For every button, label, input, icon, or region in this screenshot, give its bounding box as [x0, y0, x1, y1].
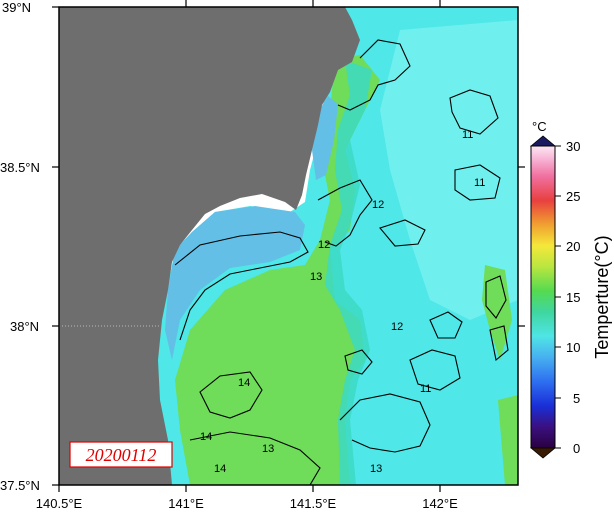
colorbar-tick-label: 30 [566, 139, 580, 154]
colorbar-title: Temperture(°C) [592, 235, 612, 358]
colorbar-bottom-arrow [529, 447, 557, 459]
date-stamp-text: 20200112 [86, 445, 157, 465]
lat-label-38-5n: 38.5°N [0, 160, 40, 175]
contour-label: 13 [262, 443, 274, 455]
lon-label-140-5e: 140.5°E [36, 496, 83, 511]
contour-13-south [339, 393, 431, 453]
sea-green-east [482, 265, 512, 360]
colorbar-unit: °C [532, 119, 547, 134]
contour-label-group: 11 12 12 13 11 12 13 14 14 14 13 11 [200, 129, 485, 475]
colorbar-tick-label: 25 [566, 189, 580, 204]
colorbar-gradient [530, 145, 556, 449]
contour-11-north [337, 39, 411, 111]
contour-12-center [379, 219, 426, 247]
land-mass [59, 7, 360, 485]
date-stamp: 20200112 [69, 441, 173, 468]
contour-label: 12 [372, 199, 384, 211]
colorbar-ticks [555, 145, 561, 449]
lon-label-141-5e: 141.5°E [290, 496, 337, 511]
contour-label: 14 [214, 463, 226, 475]
contour-13-coast [174, 231, 309, 341]
contour-11-southeast [409, 349, 461, 391]
colorbar: °C 30 25 20 15 10 5 0 Temperture(°C) [529, 119, 612, 459]
sea-green-southeast [498, 395, 518, 485]
colorbar-tick-label: 0 [573, 441, 580, 456]
map-panel: 11 12 12 13 11 12 13 14 14 14 13 11 [59, 7, 518, 485]
contour-label: 13 [310, 271, 322, 283]
contour-label: 11 [474, 177, 485, 189]
colorbar-tick-label: 10 [566, 340, 580, 355]
map-frame [58, 6, 519, 486]
contour-label: 12 [391, 321, 403, 333]
colorbar-tick-label: 20 [566, 239, 580, 254]
contour-11-ne [449, 89, 499, 135]
contour-12-right [429, 311, 463, 339]
contour-12-mid [317, 179, 373, 247]
contour-13-southcoast [189, 431, 321, 485]
colorbar-tick-label: 15 [566, 290, 580, 305]
contour-12-east [454, 164, 501, 201]
lon-label-141e: 141°E [168, 496, 204, 511]
contour-ring-small [344, 349, 373, 375]
contour-lines [174, 39, 509, 485]
contour-east-rings-2 [489, 325, 509, 362]
contour-label: 14 [238, 377, 250, 389]
date-stamp-box [69, 441, 173, 468]
contour-label: 11 [420, 383, 431, 395]
lat-label-38n: 38°N [10, 319, 39, 334]
contour-label: 13 [370, 463, 382, 475]
lat-label-39n: 39°N [2, 0, 31, 15]
contour-east-rings [485, 275, 507, 319]
sea-teal-region [325, 60, 372, 485]
sea-light-cyan-region [380, 20, 518, 320]
axis-ticks [52, 0, 525, 492]
colorbar-tick-label: 5 [573, 391, 580, 406]
colorbar-top-arrow [529, 135, 557, 147]
contour-label: 14 [200, 431, 212, 443]
contour-14-south [199, 371, 263, 419]
lon-label-142e: 142°E [422, 496, 458, 511]
contour-label: 11 [462, 129, 473, 141]
contour-label: 12 [318, 239, 330, 251]
lat-label-37-5n: 37.5°N [0, 478, 40, 493]
